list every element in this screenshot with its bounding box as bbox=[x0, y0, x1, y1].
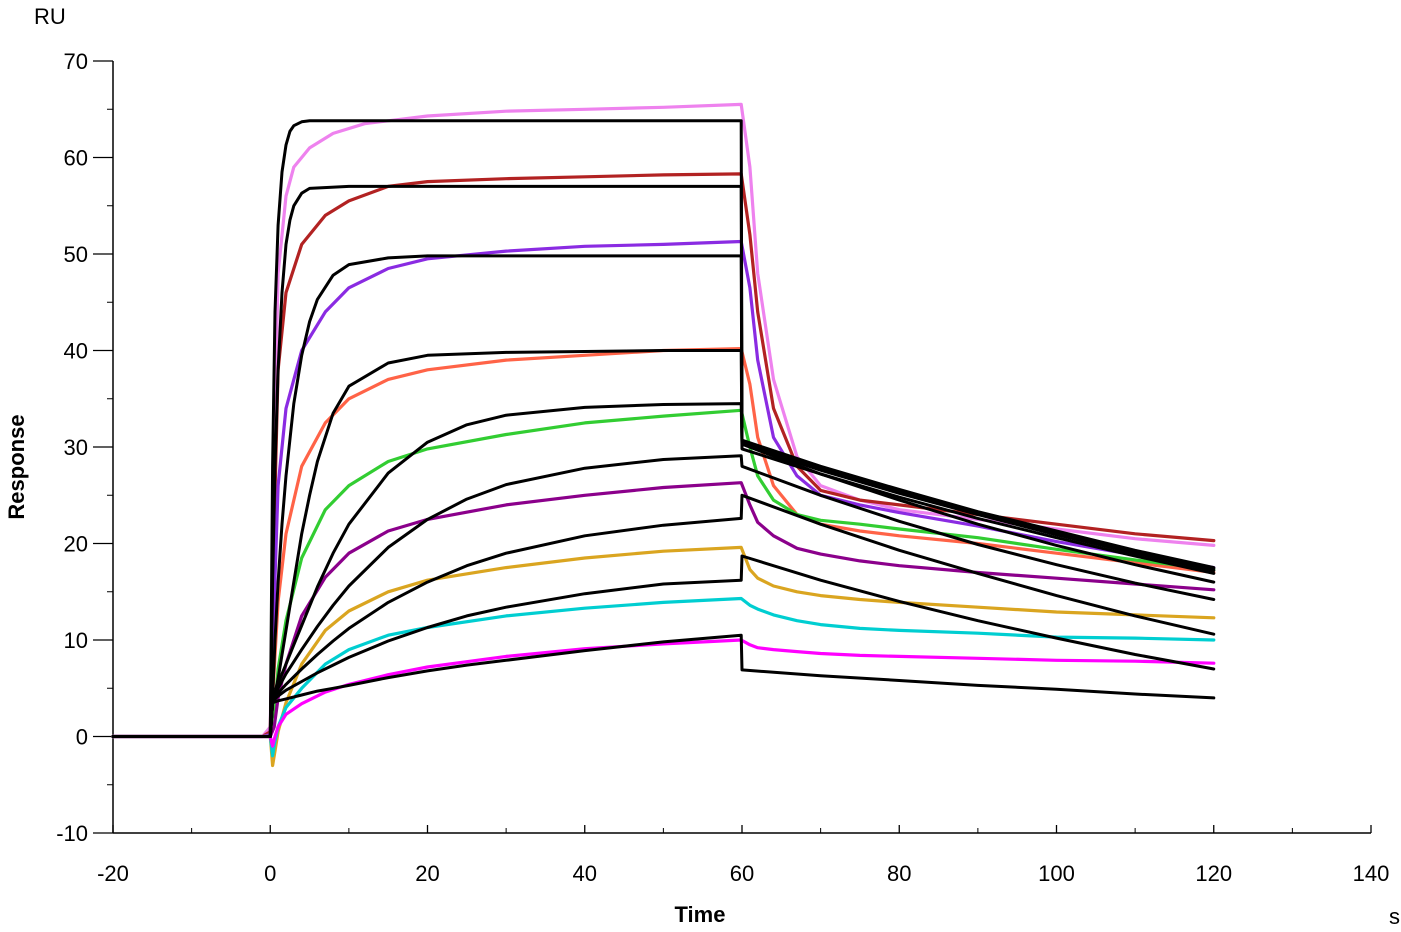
x-unit-label: s bbox=[1389, 904, 1400, 929]
x-tick-label: 0 bbox=[264, 861, 276, 886]
response-curve bbox=[111, 638, 1216, 748]
y-tick-label: 70 bbox=[64, 49, 88, 74]
y-unit-label: RU bbox=[34, 4, 66, 29]
x-tick-label: 20 bbox=[415, 861, 439, 886]
y-tick-label: 60 bbox=[64, 146, 88, 171]
response-curve bbox=[111, 408, 1216, 739]
x-tick-label: 60 bbox=[730, 861, 754, 886]
fit-curve bbox=[111, 493, 1216, 738]
x-tick-label: 140 bbox=[1353, 861, 1390, 886]
y-tick-label: -10 bbox=[56, 821, 88, 846]
fit-curve bbox=[111, 402, 1216, 738]
fit-curve bbox=[111, 554, 1216, 738]
y-tick-label: 10 bbox=[64, 628, 88, 653]
fit-curve bbox=[111, 254, 1216, 738]
y-tick-label: 0 bbox=[76, 725, 88, 750]
x-tick-label: 80 bbox=[887, 861, 911, 886]
series-layer bbox=[111, 102, 1216, 768]
fit-curve bbox=[111, 454, 1216, 738]
fit-curve bbox=[111, 633, 1216, 738]
x-axis-title: Time bbox=[675, 902, 726, 927]
y-tick-label: 20 bbox=[64, 532, 88, 557]
y-tick-label: 50 bbox=[64, 242, 88, 267]
fit-curve bbox=[111, 184, 1216, 738]
y-axis-title: Response bbox=[4, 414, 29, 519]
response-curve bbox=[111, 347, 1216, 739]
fit-curve bbox=[111, 119, 1216, 738]
x-tick-label: 120 bbox=[1195, 861, 1232, 886]
response-curve bbox=[111, 102, 1216, 739]
response-curve bbox=[111, 239, 1216, 739]
x-tick-label: -20 bbox=[97, 861, 129, 886]
x-tick-label: 100 bbox=[1038, 861, 1075, 886]
fit-curve bbox=[111, 349, 1216, 738]
x-tick-label: 40 bbox=[573, 861, 597, 886]
y-tick-label: 40 bbox=[64, 339, 88, 364]
ticks bbox=[93, 60, 1372, 834]
tick-labels: -20 0 20 40 60 80 100 120 140 -10 0 10 20 30 40 50 60 70 bbox=[56, 49, 1389, 886]
y-tick-label: 30 bbox=[64, 435, 88, 460]
